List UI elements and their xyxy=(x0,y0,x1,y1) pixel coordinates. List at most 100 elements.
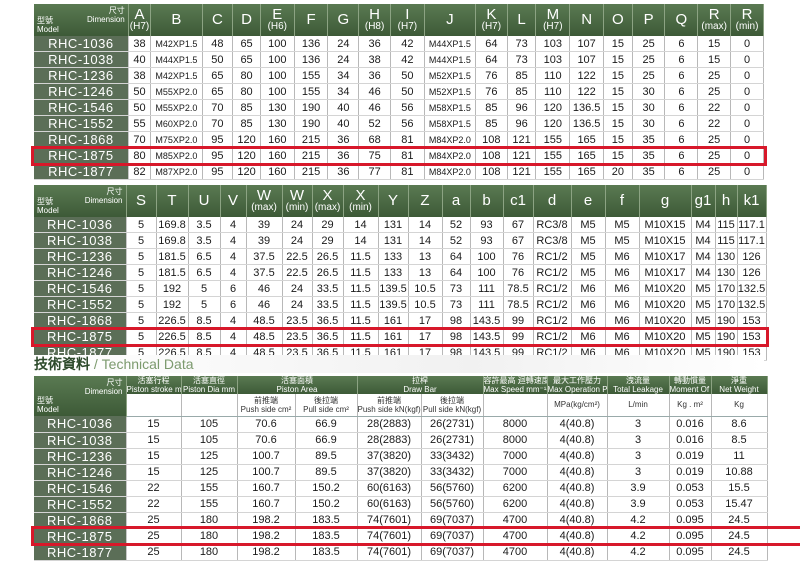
value-cell: 183.5 xyxy=(295,512,358,529)
sub-en: Pull side cm² xyxy=(303,404,349,414)
value-cell: 4(40.8) xyxy=(547,432,608,449)
value-cell: 15 xyxy=(126,432,182,449)
group-header: 洩流量 Total Leakage xyxy=(607,376,670,394)
model-cell: RHC-1546 xyxy=(34,99,129,116)
value-cell: 155 xyxy=(535,131,571,148)
value-cell: 6 xyxy=(220,296,247,313)
unit-header: L/min xyxy=(607,394,670,417)
value-cell: 132.5 xyxy=(737,296,767,313)
value-cell: 5 xyxy=(126,264,157,281)
value-cell: 100.7 xyxy=(237,448,296,465)
value-cell: 10.5 xyxy=(408,296,443,313)
value-cell: 76 xyxy=(503,264,534,281)
value-cell: 100.7 xyxy=(237,464,296,481)
value-cell: 190 xyxy=(294,99,329,116)
value-cell: 0.053 xyxy=(669,480,712,497)
value-cell: M6 xyxy=(605,264,640,281)
value-cell: 6 xyxy=(664,67,699,84)
value-cell: M84XP2.0 xyxy=(424,131,476,148)
value-cell: M10X17 xyxy=(639,248,692,265)
value-cell: 153 xyxy=(737,328,767,345)
model-cell: RHC-1546 xyxy=(34,480,127,497)
value-cell: 0 xyxy=(730,83,764,100)
value-cell: 3 xyxy=(607,432,670,449)
group-en: Piston Area xyxy=(276,385,318,394)
value-cell: 120 xyxy=(535,99,571,116)
value-cell: 0 xyxy=(730,67,764,84)
column-header: P xyxy=(632,4,666,36)
column-letter: Q xyxy=(675,11,688,28)
column-header: R (min) xyxy=(730,4,764,36)
value-cell: 133 xyxy=(378,248,409,265)
column-header: Z xyxy=(408,185,443,217)
value-cell: 11.5 xyxy=(343,280,379,297)
value-cell: RC1/2 xyxy=(533,296,572,313)
model-cell: RHC-1875 xyxy=(34,528,127,545)
value-cell: 13 xyxy=(408,264,443,281)
model-cell: RHC-1552 xyxy=(34,296,127,313)
column-letter: N xyxy=(581,11,593,28)
column-header: C xyxy=(202,4,234,36)
unit-header: MPa(kg/cm²) xyxy=(547,394,608,417)
value-cell: 0.095 xyxy=(669,528,712,545)
value-cell: 40 xyxy=(327,99,360,116)
value-cell: 96 xyxy=(507,115,537,132)
value-cell: 48 xyxy=(202,36,234,52)
value-cell: 78.5 xyxy=(503,296,534,313)
value-cell: 70 xyxy=(202,99,234,116)
value-cell: 4 xyxy=(220,217,247,233)
value-cell: 8000 xyxy=(483,416,548,433)
value-cell: 74(7601) xyxy=(357,544,422,561)
column-tolerance: (H8) xyxy=(364,21,385,32)
column-header: I (H7) xyxy=(390,4,425,36)
value-cell: 3 xyxy=(607,448,670,465)
value-cell: 14 xyxy=(343,217,379,233)
value-cell: 36.5 xyxy=(312,328,344,345)
table-row: RHC-1246 5 181.5 6.5 4 37.5 22.5 26.5 11.5 133 13 6… xyxy=(34,264,767,281)
value-cell: 78.5 xyxy=(503,280,534,297)
value-cell: 25 xyxy=(697,163,732,180)
model-cell: RHC-1877 xyxy=(34,163,129,180)
sub-header: 後拉端 Pull side kN(kgf) xyxy=(421,394,484,417)
value-cell: 3 xyxy=(607,464,670,481)
corner-en: Dimension xyxy=(84,387,123,396)
value-cell: 117.1 xyxy=(737,232,767,249)
value-cell: 73 xyxy=(507,36,537,52)
value-cell: 110 xyxy=(535,67,571,84)
value-cell: 17 xyxy=(408,328,443,345)
value-cell: 56 xyxy=(390,99,425,116)
value-cell: 8.5 xyxy=(711,432,768,449)
value-cell: 6200 xyxy=(483,480,548,497)
value-cell: 3 xyxy=(607,416,670,433)
value-cell: 4.2 xyxy=(607,528,670,545)
corner-zh2: 型號 xyxy=(37,16,53,25)
value-cell: 56 xyxy=(390,115,425,132)
value-cell: 52 xyxy=(442,217,471,233)
value-cell: 24 xyxy=(282,232,313,249)
column-header: Q xyxy=(664,4,699,36)
value-cell: 4(40.8) xyxy=(547,544,608,561)
value-cell: 39 xyxy=(246,217,283,233)
value-cell: 24.5 xyxy=(711,528,768,545)
value-cell: 15 xyxy=(697,36,732,52)
value-cell: 24 xyxy=(282,280,313,297)
value-cell: 22 xyxy=(697,115,732,132)
value-cell: 155 xyxy=(535,147,571,164)
corner-zh: 尺寸 xyxy=(108,6,125,15)
value-cell: 24.5 xyxy=(711,512,768,529)
value-cell: 46 xyxy=(358,99,391,116)
value-cell: 10.5 xyxy=(408,280,443,297)
group-en: Draw Bar xyxy=(403,385,437,394)
column-letter: B xyxy=(171,11,182,28)
value-cell: 198.2 xyxy=(237,544,296,561)
value-cell: 10.88 xyxy=(711,464,768,481)
value-cell: M58XP1.5 xyxy=(424,99,476,116)
value-cell: 100 xyxy=(260,51,295,68)
value-cell: 121 xyxy=(507,147,537,164)
value-cell: 70 xyxy=(128,131,152,148)
column-tolerance: (H7) xyxy=(543,21,563,32)
value-cell: 29 xyxy=(312,217,344,233)
value-cell: 165 xyxy=(569,163,605,180)
column-tolerance: (max) xyxy=(314,202,341,213)
column-header: V xyxy=(220,185,247,217)
